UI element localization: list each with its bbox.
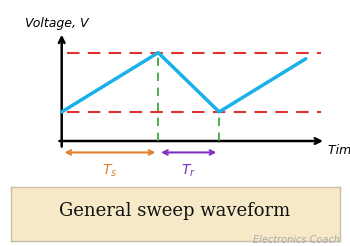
Text: Electronics Coach: Electronics Coach (253, 235, 340, 245)
Text: $T_r$: $T_r$ (181, 163, 196, 179)
Text: General sweep waveform: General sweep waveform (60, 202, 290, 220)
Text: $T_s$: $T_s$ (102, 163, 118, 179)
Text: Voltage, V: Voltage, V (25, 17, 88, 30)
Text: Time, t: Time, t (328, 144, 350, 157)
